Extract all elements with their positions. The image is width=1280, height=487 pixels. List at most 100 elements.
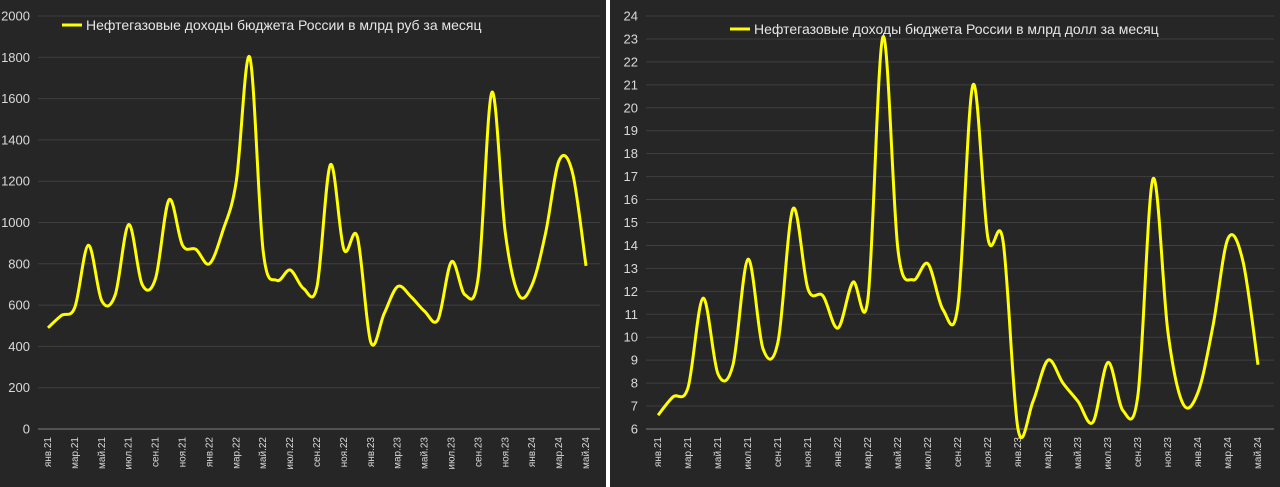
x-tick-label: янв.21 (653, 437, 664, 468)
series-line (46, 55, 588, 347)
data-point (530, 282, 534, 286)
data-point (436, 318, 440, 322)
y-tick-label: 17 (624, 169, 638, 184)
legend: Нефтегазовые доходы бюджета России в млр… (730, 21, 1159, 37)
x-tick-label: ноя.22 (983, 437, 994, 468)
x-tick-label: янв.23 (1013, 437, 1024, 468)
y-tick-label: 13 (624, 261, 638, 276)
data-point (1046, 358, 1050, 362)
y-tick-label: 9 (631, 353, 638, 368)
data-point (1031, 399, 1035, 403)
data-point (1121, 409, 1125, 413)
data-point (1151, 177, 1155, 181)
data-point (544, 231, 548, 235)
data-point (1211, 324, 1215, 328)
x-tick-label: мар.24 (554, 437, 565, 469)
data-point (450, 260, 454, 264)
chart-usd: 6 7 8 9 10 11 12 13 14 15 16 17 18 19 20 21 22 23 24 янв.21… (624, 9, 1274, 470)
data-point (248, 55, 252, 59)
data-point (46, 326, 50, 330)
data-point (1001, 239, 1005, 243)
data-point (806, 287, 810, 291)
data-point (1196, 390, 1200, 394)
data-point (1256, 363, 1260, 367)
x-tick-label: янв.23 (366, 437, 377, 468)
legend-label: Нефтегазовые доходы бюджета России в млр… (754, 21, 1159, 37)
y-tick-label: 22 (624, 54, 638, 69)
legend: Нефтегазовые доходы бюджета России в млр… (62, 17, 482, 33)
x-tick-label: июл.21 (743, 437, 754, 470)
chart-panel-usd: 6 7 8 9 10 11 12 13 14 15 16 17 18 19 20 21 22 23 24 янв.21… (610, 0, 1280, 487)
data-point (986, 237, 990, 241)
x-tick-label: мар.21 (683, 437, 694, 469)
x-tick-label: мар.23 (1043, 437, 1054, 469)
x-tick-label: июл.21 (124, 437, 135, 470)
x-tick-label: май.21 (713, 437, 724, 469)
x-tick-label: май.22 (258, 437, 269, 469)
data-point (207, 262, 211, 266)
data-point (328, 163, 332, 167)
x-tick-label: ноя.21 (803, 437, 814, 468)
y-tick-label: 0 (23, 422, 30, 437)
data-point (791, 207, 795, 211)
y-tick-label: 20 (624, 100, 638, 115)
data-point (941, 308, 945, 312)
data-point (911, 278, 915, 282)
data-point (671, 395, 675, 399)
x-tick-label: май.24 (581, 437, 592, 469)
y-tick-label: 2000 (1, 9, 30, 24)
data-point (956, 303, 960, 307)
x-tick-label: сен.21 (773, 437, 784, 467)
data-point (463, 293, 467, 297)
x-tick-label: мар.24 (1223, 437, 1234, 469)
y-tick-label: 1600 (1, 91, 30, 106)
x-tick-label: ноя.23 (1163, 437, 1174, 468)
series-line (656, 35, 1260, 440)
y-tick-label: 1000 (1, 215, 30, 230)
data-point (396, 285, 400, 289)
data-point (382, 311, 386, 315)
x-tick-label: янв.22 (204, 437, 215, 468)
x-tick-label: мар.23 (393, 437, 404, 469)
x-tick-label: май.22 (893, 437, 904, 469)
x-tick-label: янв.21 (43, 437, 54, 468)
chart-rub: 0 200 400 600 800 1000 1200 1400 1600 1800 2000 янв… (1, 9, 600, 470)
x-tick-label: сен.21 (151, 437, 162, 467)
data-point (355, 235, 359, 239)
y-tick-label: 12 (624, 284, 638, 299)
data-point (127, 223, 131, 227)
data-point (476, 274, 480, 278)
y-tick-label: 7 (631, 399, 638, 414)
data-point (261, 249, 265, 253)
plot-area: 0 200 400 600 800 1000 1200 1400 1600 1800 2000 янв… (1, 9, 600, 470)
y-tick-label: 11 (625, 307, 639, 322)
data-point (1181, 402, 1185, 406)
plot-area: 6 7 8 9 10 11 12 13 14 15 16 17 18 19 20 21 22 23 24 янв.21… (624, 9, 1274, 470)
y-tick-label: 14 (624, 238, 638, 253)
data-point (776, 340, 780, 344)
x-tick-label: июл.23 (447, 437, 458, 470)
y-tick-label: 24 (624, 9, 638, 24)
data-point (73, 305, 77, 309)
data-point (369, 340, 373, 344)
data-point (221, 229, 225, 233)
y-tick-label: 21 (624, 77, 638, 92)
x-tick-label: июл.22 (923, 437, 934, 470)
data-point (302, 287, 306, 291)
chart-panel-rub: 0 200 400 600 800 1000 1200 1400 1600 1800 2000 янв… (0, 0, 606, 487)
data-point (836, 326, 840, 330)
data-point (926, 262, 930, 266)
legend-label: Нефтегазовые доходы бюджета России в млр… (86, 17, 482, 33)
data-point (731, 363, 735, 367)
data-point (1016, 427, 1020, 431)
x-tick-label: янв.24 (527, 437, 538, 468)
y-tick-label: 6 (631, 422, 638, 437)
x-tick-label: сен.22 (312, 437, 323, 467)
data-point (315, 285, 319, 289)
data-point (716, 372, 720, 376)
data-point (1061, 381, 1065, 385)
data-point (288, 268, 292, 272)
x-tick-label: июл.22 (285, 437, 296, 470)
x-tick-label: янв.24 (1193, 437, 1204, 468)
y-tick-label: 800 (8, 256, 30, 271)
